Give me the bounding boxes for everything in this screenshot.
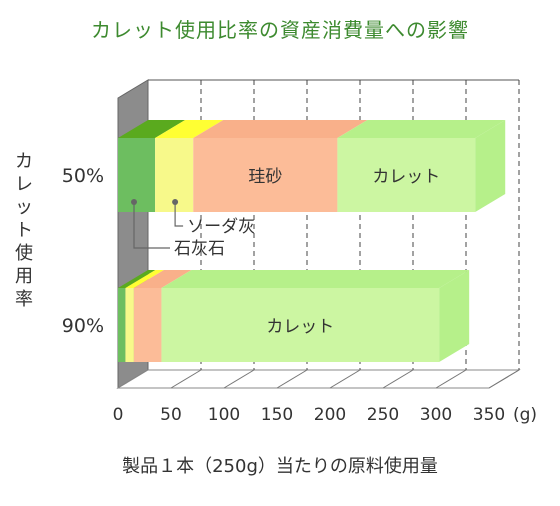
bar-segment-ソーダ灰 — [125, 288, 134, 362]
bar-label: カレット — [372, 167, 440, 187]
bar-top-カレット — [161, 270, 470, 288]
x-tick-label: 100 — [208, 405, 240, 425]
bar-segment-石灰石 — [118, 138, 156, 212]
floor-gridline — [329, 369, 361, 389]
floor-gridline — [276, 369, 308, 389]
bar-top-石灰石 — [118, 270, 156, 288]
bar-segment-カレット — [161, 288, 440, 362]
x-tick-label: 0 — [113, 405, 124, 425]
bar-end-face — [439, 270, 470, 362]
y-axis-label: カレット使用率 — [15, 151, 33, 310]
bar-top-カレット — [337, 120, 506, 138]
bar-top-ソーダ灰 — [155, 120, 224, 138]
bar-segment-珪砂 — [133, 288, 162, 362]
floor-gridline — [435, 369, 467, 389]
floor-gridline — [223, 369, 255, 389]
category-label: 90% — [62, 315, 104, 337]
bar-segment-カレット — [337, 138, 476, 212]
bar-top-珪砂 — [193, 120, 368, 138]
x-tick-label: 200 — [314, 405, 346, 425]
callout-line — [174, 202, 184, 227]
floor-gridline — [382, 369, 414, 389]
floor-gridline — [488, 369, 520, 389]
bar-end-face — [475, 120, 506, 212]
bar-top-ソーダ灰 — [125, 270, 164, 288]
x-tick-label: 150 — [261, 405, 293, 425]
x-tick-label: 300 — [420, 405, 452, 425]
floor — [116, 369, 521, 389]
bar-segment-珪砂 — [193, 138, 338, 212]
x-unit-label: (g) — [513, 405, 537, 425]
bar-label: 珪砂 — [248, 167, 282, 187]
x-tick-label: 50 — [160, 405, 182, 425]
callout-label: 石灰石 — [174, 239, 225, 259]
floor-gridline — [170, 369, 202, 389]
x-axis-label: 製品１本（250g）当たりの原料使用量 — [122, 456, 438, 477]
callout-line — [133, 202, 170, 249]
bar-segment-石灰石 — [118, 288, 126, 362]
chart-title: カレット使用比率の資産消費量への影響 — [91, 18, 469, 42]
x-tick-label: 250 — [367, 405, 399, 425]
bar-top-石灰石 — [118, 120, 186, 138]
bar-top-珪砂 — [133, 270, 192, 288]
x-tick-label: 350 — [473, 405, 505, 425]
bar-label: カレット — [266, 317, 334, 337]
callout-label: ソーダ灰 — [187, 217, 255, 237]
category-label: 50% — [62, 165, 104, 187]
